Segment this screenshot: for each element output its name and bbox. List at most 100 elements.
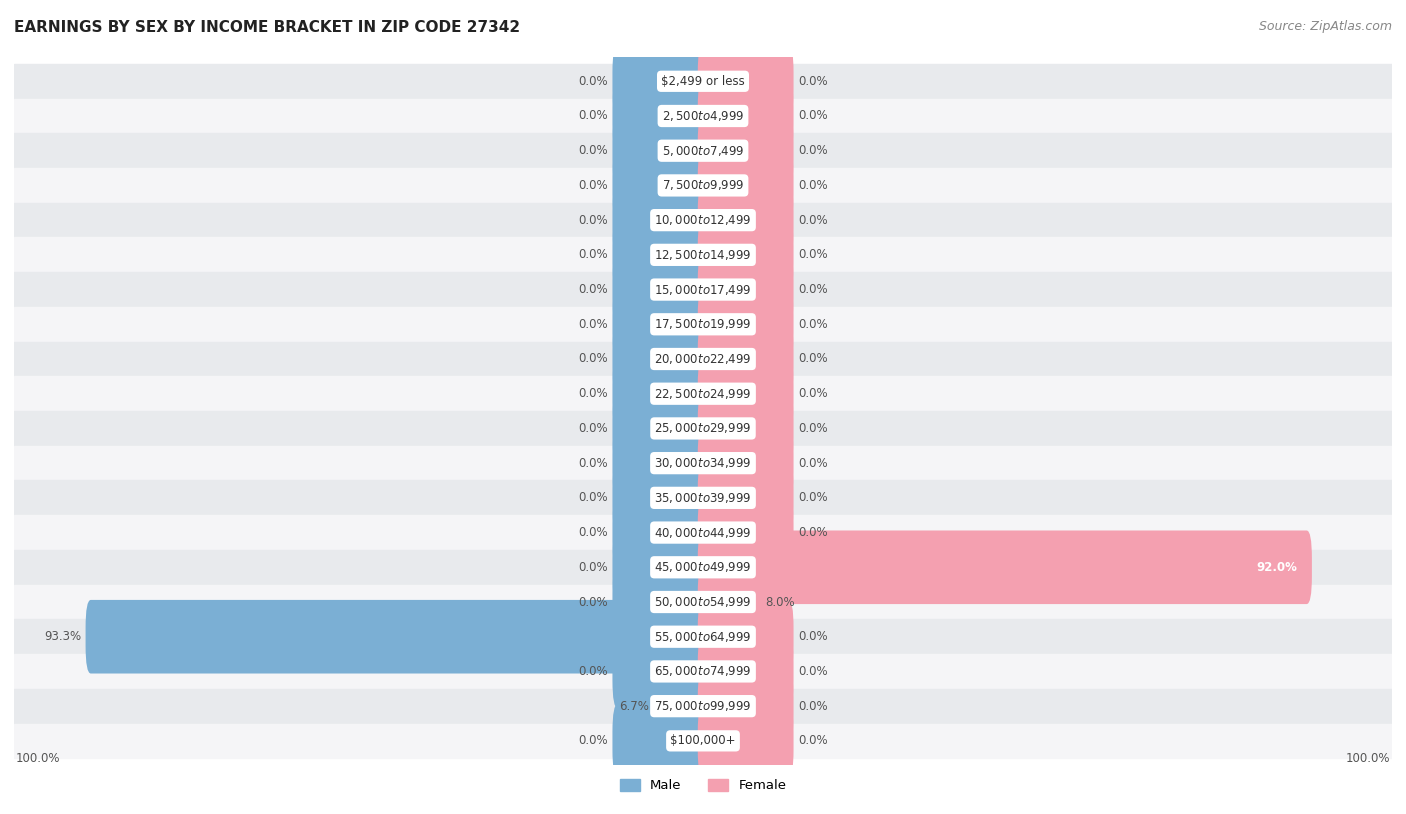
FancyBboxPatch shape — [697, 496, 793, 569]
Text: 0.0%: 0.0% — [578, 248, 607, 261]
Bar — [14, 550, 1392, 584]
Text: $55,000 to $64,999: $55,000 to $64,999 — [654, 630, 752, 644]
Text: 0.0%: 0.0% — [578, 213, 607, 226]
Bar — [14, 619, 1392, 654]
FancyBboxPatch shape — [613, 565, 709, 639]
FancyBboxPatch shape — [697, 45, 793, 118]
Text: $22,500 to $24,999: $22,500 to $24,999 — [654, 387, 752, 400]
Text: $7,500 to $9,999: $7,500 to $9,999 — [662, 178, 744, 192]
FancyBboxPatch shape — [613, 253, 709, 326]
Text: 0.0%: 0.0% — [578, 561, 607, 574]
Bar — [14, 64, 1392, 98]
FancyBboxPatch shape — [697, 600, 793, 673]
Text: $30,000 to $34,999: $30,000 to $34,999 — [654, 456, 752, 470]
Bar — [14, 724, 1392, 758]
Text: 0.0%: 0.0% — [578, 387, 607, 400]
FancyBboxPatch shape — [697, 253, 793, 326]
FancyBboxPatch shape — [697, 79, 793, 153]
Text: 0.0%: 0.0% — [578, 144, 607, 157]
FancyBboxPatch shape — [697, 357, 793, 431]
FancyBboxPatch shape — [697, 322, 793, 396]
Text: 0.0%: 0.0% — [578, 283, 607, 296]
Text: $20,000 to $22,499: $20,000 to $22,499 — [654, 352, 752, 366]
Bar — [14, 376, 1392, 411]
Text: 0.0%: 0.0% — [799, 213, 828, 226]
FancyBboxPatch shape — [613, 496, 709, 569]
Text: 0.0%: 0.0% — [799, 422, 828, 435]
Text: 0.0%: 0.0% — [799, 457, 828, 470]
Text: 92.0%: 92.0% — [1256, 561, 1296, 574]
FancyBboxPatch shape — [613, 79, 709, 153]
Text: Source: ZipAtlas.com: Source: ZipAtlas.com — [1258, 20, 1392, 33]
Text: $65,000 to $74,999: $65,000 to $74,999 — [654, 664, 752, 678]
FancyBboxPatch shape — [613, 392, 709, 466]
Text: 0.0%: 0.0% — [799, 179, 828, 192]
FancyBboxPatch shape — [697, 218, 793, 291]
Text: 0.0%: 0.0% — [799, 700, 828, 712]
Text: $35,000 to $39,999: $35,000 to $39,999 — [654, 491, 752, 505]
FancyBboxPatch shape — [613, 704, 709, 777]
Text: EARNINGS BY SEX BY INCOME BRACKET IN ZIP CODE 27342: EARNINGS BY SEX BY INCOME BRACKET IN ZIP… — [14, 20, 520, 35]
Text: 0.0%: 0.0% — [578, 526, 607, 539]
Bar — [14, 168, 1392, 203]
FancyBboxPatch shape — [654, 669, 709, 743]
Text: $2,499 or less: $2,499 or less — [661, 75, 745, 88]
Bar — [14, 480, 1392, 515]
FancyBboxPatch shape — [613, 427, 709, 500]
Text: 0.0%: 0.0% — [799, 75, 828, 88]
Bar — [14, 238, 1392, 272]
Text: 0.0%: 0.0% — [799, 144, 828, 157]
FancyBboxPatch shape — [697, 635, 793, 708]
Text: 100.0%: 100.0% — [1346, 752, 1391, 765]
FancyBboxPatch shape — [697, 287, 793, 361]
Text: 0.0%: 0.0% — [799, 352, 828, 365]
FancyBboxPatch shape — [613, 45, 709, 118]
Text: 0.0%: 0.0% — [578, 317, 607, 330]
FancyBboxPatch shape — [697, 669, 793, 743]
Text: 0.0%: 0.0% — [578, 457, 607, 470]
FancyBboxPatch shape — [613, 149, 709, 222]
FancyBboxPatch shape — [613, 531, 709, 604]
Text: $25,000 to $29,999: $25,000 to $29,999 — [654, 422, 752, 435]
Bar — [14, 584, 1392, 619]
Text: 0.0%: 0.0% — [799, 283, 828, 296]
FancyBboxPatch shape — [613, 635, 709, 708]
Text: 0.0%: 0.0% — [578, 734, 607, 747]
Text: 0.0%: 0.0% — [799, 665, 828, 678]
Bar — [14, 133, 1392, 168]
FancyBboxPatch shape — [86, 600, 709, 673]
Bar — [14, 689, 1392, 724]
Text: $75,000 to $99,999: $75,000 to $99,999 — [654, 699, 752, 713]
Text: 0.0%: 0.0% — [799, 317, 828, 330]
FancyBboxPatch shape — [697, 704, 793, 777]
Text: 0.0%: 0.0% — [799, 526, 828, 539]
Text: 0.0%: 0.0% — [799, 734, 828, 747]
Text: 0.0%: 0.0% — [578, 75, 607, 88]
Text: $45,000 to $49,999: $45,000 to $49,999 — [654, 560, 752, 575]
FancyBboxPatch shape — [697, 114, 793, 187]
Bar — [14, 654, 1392, 689]
Text: 0.0%: 0.0% — [578, 352, 607, 365]
Bar — [14, 411, 1392, 446]
FancyBboxPatch shape — [613, 357, 709, 431]
Text: 0.0%: 0.0% — [578, 596, 607, 609]
Text: $17,500 to $19,999: $17,500 to $19,999 — [654, 317, 752, 331]
Text: $50,000 to $54,999: $50,000 to $54,999 — [654, 595, 752, 609]
FancyBboxPatch shape — [697, 149, 793, 222]
Bar — [14, 272, 1392, 307]
Text: $2,500 to $4,999: $2,500 to $4,999 — [662, 109, 744, 123]
Text: 6.7%: 6.7% — [619, 700, 650, 712]
Legend: Male, Female: Male, Female — [614, 773, 792, 798]
FancyBboxPatch shape — [697, 461, 793, 535]
FancyBboxPatch shape — [613, 461, 709, 535]
Text: $40,000 to $44,999: $40,000 to $44,999 — [654, 526, 752, 540]
FancyBboxPatch shape — [613, 287, 709, 361]
Text: $12,500 to $14,999: $12,500 to $14,999 — [654, 247, 752, 262]
Text: 0.0%: 0.0% — [799, 630, 828, 643]
FancyBboxPatch shape — [613, 183, 709, 257]
Text: $5,000 to $7,499: $5,000 to $7,499 — [662, 144, 744, 158]
Text: 0.0%: 0.0% — [578, 665, 607, 678]
Text: 0.0%: 0.0% — [578, 492, 607, 505]
Text: 100.0%: 100.0% — [15, 752, 60, 765]
FancyBboxPatch shape — [697, 565, 761, 639]
